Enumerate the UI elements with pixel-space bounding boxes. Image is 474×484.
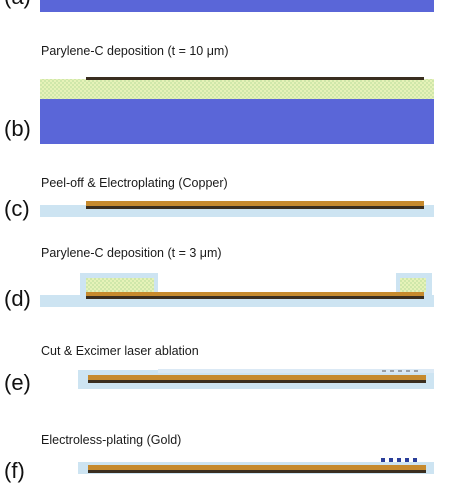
panel-b-cross-section xyxy=(40,77,434,144)
parylene-layer-b xyxy=(40,79,434,99)
parylene-pattern-right-d xyxy=(400,278,426,292)
copper-layer-c xyxy=(86,201,424,206)
step-title-c: Peel-off & Electroplating (Copper) xyxy=(41,176,228,190)
panel-d-cross-section xyxy=(40,273,434,307)
gold-deposit xyxy=(381,458,385,462)
panel-label-c: (c) xyxy=(4,196,30,221)
parylene-pattern-left-d xyxy=(86,278,154,292)
panel-c-cross-section xyxy=(40,201,434,217)
panel-f-cross-section xyxy=(78,458,434,474)
gold-deposit xyxy=(397,458,401,462)
metal-line-e xyxy=(88,380,426,383)
panel-label-b: (b) xyxy=(4,116,31,141)
gold-deposit xyxy=(389,458,393,462)
gold-deposit xyxy=(405,458,409,462)
ablation-mark xyxy=(390,370,394,372)
step-title-f: Electroless-plating (Gold) xyxy=(41,433,182,447)
step-title-e: Cut & Excimer laser ablation xyxy=(41,344,199,358)
metal-line-c xyxy=(86,206,424,209)
gold-deposits-f xyxy=(381,458,417,462)
ablation-mark xyxy=(414,370,418,372)
gold-deposit xyxy=(413,458,417,462)
ablation-mark xyxy=(382,370,386,372)
metal-line-b xyxy=(86,77,424,80)
copper-layer-d xyxy=(86,292,424,296)
parylene-top-e xyxy=(158,369,434,373)
metal-line-d xyxy=(86,296,424,299)
panel-e-cross-section xyxy=(78,369,434,389)
copper-layer-e xyxy=(88,375,426,380)
ablation-mark xyxy=(406,370,410,372)
panel-label-d: (d) xyxy=(4,286,31,311)
fabrication-process-diagram xyxy=(40,0,434,474)
metal-line-f xyxy=(88,470,426,473)
silicon-substrate-a xyxy=(40,0,434,12)
ablation-marks-e xyxy=(382,370,418,372)
panel-label-a: (a) xyxy=(4,0,31,10)
step-title-d: Parylene-C deposition (t = 3 μm) xyxy=(41,246,222,260)
step-title-b: Parylene-C deposition (t = 10 μm) xyxy=(41,44,229,58)
panel-label-e: (e) xyxy=(4,370,31,395)
panel-label-f: (f) xyxy=(4,458,25,483)
panel-a-cross-section xyxy=(40,0,434,12)
copper-layer-f xyxy=(88,465,426,470)
silicon-substrate-b xyxy=(40,99,434,144)
ablation-mark xyxy=(398,370,402,372)
